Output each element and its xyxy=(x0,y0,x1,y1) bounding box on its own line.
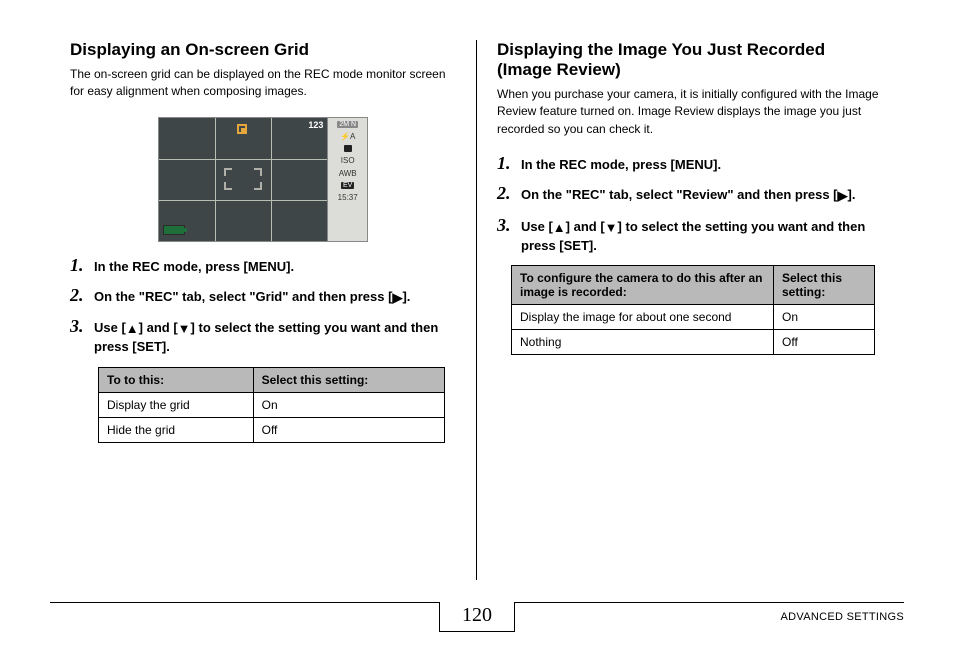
right-table-h2: Select this setting: xyxy=(774,265,875,304)
table-row: Display the image for about one second O… xyxy=(512,304,875,329)
left-settings-table: To to this: Select this setting: Display… xyxy=(98,367,445,443)
page-columns: Displaying an On-screen Grid The on-scre… xyxy=(50,40,904,580)
page-number: 120 xyxy=(439,602,515,632)
table-row: Hide the grid Off xyxy=(99,417,445,442)
table-row: Display the grid On xyxy=(99,392,445,417)
side-awb: AWB xyxy=(339,169,357,178)
left-step-3: 3. Use [▲] and [▼] to select the setting… xyxy=(70,317,456,356)
monitor-illustration: 123 2M N ⚡A ISO AWB EV 15:37 xyxy=(70,117,456,242)
monitor-count: 123 xyxy=(308,120,323,130)
left-intro: The on-screen grid can be displayed on t… xyxy=(70,66,456,101)
right-step-3: 3. Use [▲] and [▼] to select the setting… xyxy=(497,216,884,255)
left-heading: Displaying an On-screen Grid xyxy=(70,40,456,60)
right-arrow-icon: ▶ xyxy=(392,289,402,307)
page-footer: 120 ADVANCED SETTINGS xyxy=(50,602,904,632)
right-table-h1: To configure the camera to do this after… xyxy=(512,265,774,304)
left-steps: 1. In the REC mode, press [MENU]. 2. On … xyxy=(70,256,456,357)
left-step-2: 2. On the "REC" tab, select "Grid" and t… xyxy=(70,286,456,307)
side-mode: 2M N xyxy=(337,121,358,128)
right-heading: Displaying the Image You Just Recorded (… xyxy=(497,40,884,80)
right-step-2: 2. On the "REC" tab, select "Review" and… xyxy=(497,184,884,205)
right-step-1: 1. In the REC mode, press [MENU]. xyxy=(497,154,884,174)
side-iso: ISO xyxy=(341,156,355,165)
right-column: Displaying the Image You Just Recorded (… xyxy=(477,40,904,580)
left-step-1: 1. In the REC mode, press [MENU]. xyxy=(70,256,456,276)
down-arrow-icon: ▼ xyxy=(178,320,191,338)
left-column: Displaying an On-screen Grid The on-scre… xyxy=(50,40,477,580)
table-row: Nothing Off xyxy=(512,329,875,354)
up-arrow-icon: ▲ xyxy=(553,219,566,237)
right-settings-table: To configure the camera to do this after… xyxy=(511,265,875,355)
side-time: 15:37 xyxy=(338,193,358,202)
side-flash: ⚡A xyxy=(340,132,355,141)
side-ev: EV xyxy=(341,182,354,189)
right-intro: When you purchase your camera, it is ini… xyxy=(497,86,884,138)
down-arrow-icon: ▼ xyxy=(605,219,618,237)
right-arrow-icon: ▶ xyxy=(838,187,848,205)
section-label: ADVANCED SETTINGS xyxy=(781,611,904,623)
left-table-h1: To to this: xyxy=(99,367,254,392)
up-arrow-icon: ▲ xyxy=(126,320,139,338)
left-table-h2: Select this setting: xyxy=(253,367,445,392)
right-steps: 1. In the REC mode, press [MENU]. 2. On … xyxy=(497,154,884,255)
